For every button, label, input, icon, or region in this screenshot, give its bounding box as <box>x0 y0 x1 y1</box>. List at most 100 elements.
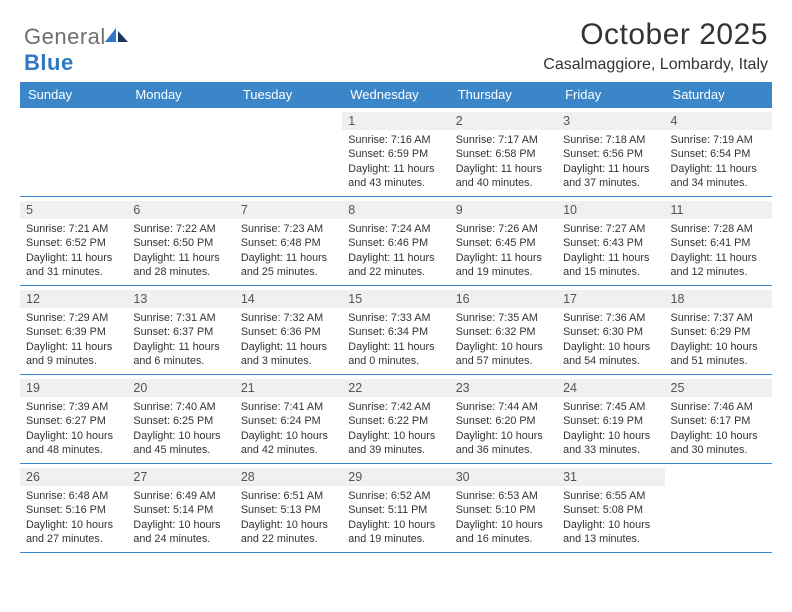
sunset-value: 6:27 PM <box>66 415 106 427</box>
day-details: Sunrise: 7:46 AMSunset: 6:17 PMDaylight:… <box>671 400 766 457</box>
sunrise-value: 7:39 AM <box>69 401 109 413</box>
sunrise-label: Sunrise: <box>563 490 603 502</box>
day-number: 29 <box>342 468 449 486</box>
sunset-value: 6:22 PM <box>388 415 428 427</box>
daylight-line: Daylight: 10 hours and 24 minutes. <box>133 518 228 547</box>
sunrise-value: 7:24 AM <box>391 223 431 235</box>
sunrise-label: Sunrise: <box>456 490 496 502</box>
calendar-day: 18 Sunrise: 7:37 AMSunset: 6:29 PMDayligh… <box>665 286 772 374</box>
sunset-label: Sunset: <box>456 504 493 516</box>
daylight-label: Daylight: <box>563 163 605 175</box>
calendar-day: 25Sunrise: 7:46 AMSunset: 6:17 PMDayligh… <box>665 375 772 463</box>
sunset-value: 6:56 PM <box>603 148 643 160</box>
daylight-line: Daylight: 10 hours and 48 minutes. <box>26 429 121 458</box>
sunrise-line: Sunrise: 7:41 AM <box>241 400 336 414</box>
sunset-label: Sunset: <box>348 415 385 427</box>
daylight-line: Daylight: 10 hours and 22 minutes. <box>241 518 336 547</box>
sunset-value: 6:17 PM <box>710 415 750 427</box>
daylight-line: Daylight: 11 hours and 31 minutes. <box>26 251 121 280</box>
sunset-line: Sunset: 5:16 PM <box>26 503 121 517</box>
calendar-day: 31Sunrise: 6:55 AMSunset: 5:08 PMDayligh… <box>557 464 664 552</box>
dow-thursday: Thursday <box>450 82 557 107</box>
sunset-value: 6:46 PM <box>388 237 428 249</box>
sunset-label: Sunset: <box>456 326 493 338</box>
sunset-line: Sunset: 6:30 PM <box>563 325 658 339</box>
sunset-value: 6:59 PM <box>388 148 428 160</box>
sunrise-line: Sunrise: 7:23 AM <box>241 222 336 236</box>
sunrise-value: 7:27 AM <box>606 223 646 235</box>
sunrise-label: Sunrise: <box>241 312 281 324</box>
daylight-line: Daylight: 10 hours and 13 minutes. <box>563 518 658 547</box>
sunset-value: 5:16 PM <box>66 504 106 516</box>
logo-word-1: General <box>24 24 106 49</box>
daylight-label: Daylight: <box>456 163 498 175</box>
page: General Blue October 2025 Casalmaggiore,… <box>0 0 792 612</box>
day-number: 3 <box>557 112 664 130</box>
day-details: Sunrise: 7:35 AMSunset: 6:32 PMDaylight:… <box>456 311 551 368</box>
daylight-label: Daylight: <box>456 430 498 442</box>
daylight-label: Daylight: <box>241 341 283 353</box>
calendar-day: 29Sunrise: 6:52 AMSunset: 5:11 PMDayligh… <box>342 464 449 552</box>
day-details: Sunrise: 6:53 AMSunset: 5:10 PMDaylight:… <box>456 489 551 546</box>
dow-wednesday: Wednesday <box>342 82 449 107</box>
sunrise-value: 7:33 AM <box>391 312 431 324</box>
daylight-line: Daylight: 10 hours and 51 minutes. <box>671 340 766 369</box>
sunset-line: Sunset: 6:52 PM <box>26 236 121 250</box>
calendar-day: 28Sunrise: 6:51 AMSunset: 5:13 PMDayligh… <box>235 464 342 552</box>
day-number: 19 <box>20 379 127 397</box>
calendar-week: 19Sunrise: 7:39 AMSunset: 6:27 PMDayligh… <box>20 375 772 464</box>
sunset-line: Sunset: 6:46 PM <box>348 236 443 250</box>
sunset-label: Sunset: <box>133 415 170 427</box>
day-details: Sunrise: 7:17 AMSunset: 6:58 PMDaylight:… <box>456 133 551 190</box>
sunrise-label: Sunrise: <box>241 223 281 235</box>
sunrise-value: 7:45 AM <box>606 401 646 413</box>
sunset-label: Sunset: <box>26 415 63 427</box>
day-details: Sunrise: 7:18 AMSunset: 6:56 PMDaylight:… <box>563 133 658 190</box>
sunrise-value: 7:37 AM <box>713 312 753 324</box>
day-details: Sunrise: 7:37 AMSunset: 6:29 PMDaylight:… <box>671 311 766 368</box>
calendar-week: 1Sunrise: 7:16 AMSunset: 6:59 PMDaylight… <box>20 107 772 197</box>
sunrise-line: Sunrise: 6:53 AM <box>456 489 551 503</box>
calendar-day: 20Sunrise: 7:40 AMSunset: 6:25 PMDayligh… <box>127 375 234 463</box>
sunset-label: Sunset: <box>348 326 385 338</box>
sunset-line: Sunset: 5:11 PM <box>348 503 443 517</box>
daylight-line: Daylight: 10 hours and 30 minutes. <box>671 429 766 458</box>
sunset-label: Sunset: <box>348 504 385 516</box>
sunrise-line: Sunrise: 7:36 AM <box>563 311 658 325</box>
calendar-day <box>20 108 127 196</box>
daylight-label: Daylight: <box>671 430 713 442</box>
sunset-line: Sunset: 6:24 PM <box>241 414 336 428</box>
sunrise-value: 7:31 AM <box>176 312 216 324</box>
day-number: 27 <box>127 468 234 486</box>
day-number: 2 <box>450 112 557 130</box>
sunrise-value: 7:16 AM <box>391 134 431 146</box>
day-details: Sunrise: 6:49 AMSunset: 5:14 PMDaylight:… <box>133 489 228 546</box>
day-number: 9 <box>450 201 557 219</box>
sunset-line: Sunset: 6:25 PM <box>133 414 228 428</box>
sunset-label: Sunset: <box>133 326 170 338</box>
daylight-line: Daylight: 11 hours and 28 minutes. <box>133 251 228 280</box>
sunset-value: 6:25 PM <box>173 415 213 427</box>
daylight-line: Daylight: 11 hours and 6 minutes. <box>133 340 228 369</box>
daylight-line: Daylight: 11 hours and 34 minutes. <box>671 162 766 191</box>
sunrise-line: Sunrise: 7:19 AM <box>671 133 766 147</box>
day-details: Sunrise: 7:22 AMSunset: 6:50 PMDaylight:… <box>133 222 228 279</box>
day-number: 20 <box>127 379 234 397</box>
sunrise-line: Sunrise: 7:45 AM <box>563 400 658 414</box>
sunset-label: Sunset: <box>671 148 708 160</box>
sunset-label: Sunset: <box>133 504 170 516</box>
sunset-line: Sunset: 6:29 PM <box>671 325 766 339</box>
sunset-line: Sunset: 6:41 PM <box>671 236 766 250</box>
day-number: 17 <box>557 290 664 308</box>
sunset-value: 6:34 PM <box>388 326 428 338</box>
day-number: 18 <box>665 290 772 308</box>
day-details: Sunrise: 6:55 AMSunset: 5:08 PMDaylight:… <box>563 489 658 546</box>
sunset-line: Sunset: 6:58 PM <box>456 147 551 161</box>
sunset-value: 5:13 PM <box>280 504 320 516</box>
sunset-value: 6:43 PM <box>603 237 643 249</box>
daylight-label: Daylight: <box>241 519 283 531</box>
sunset-line: Sunset: 6:20 PM <box>456 414 551 428</box>
day-number: 14 <box>235 290 342 308</box>
sunrise-value: 7:35 AM <box>498 312 538 324</box>
day-number: 4 <box>665 112 772 130</box>
